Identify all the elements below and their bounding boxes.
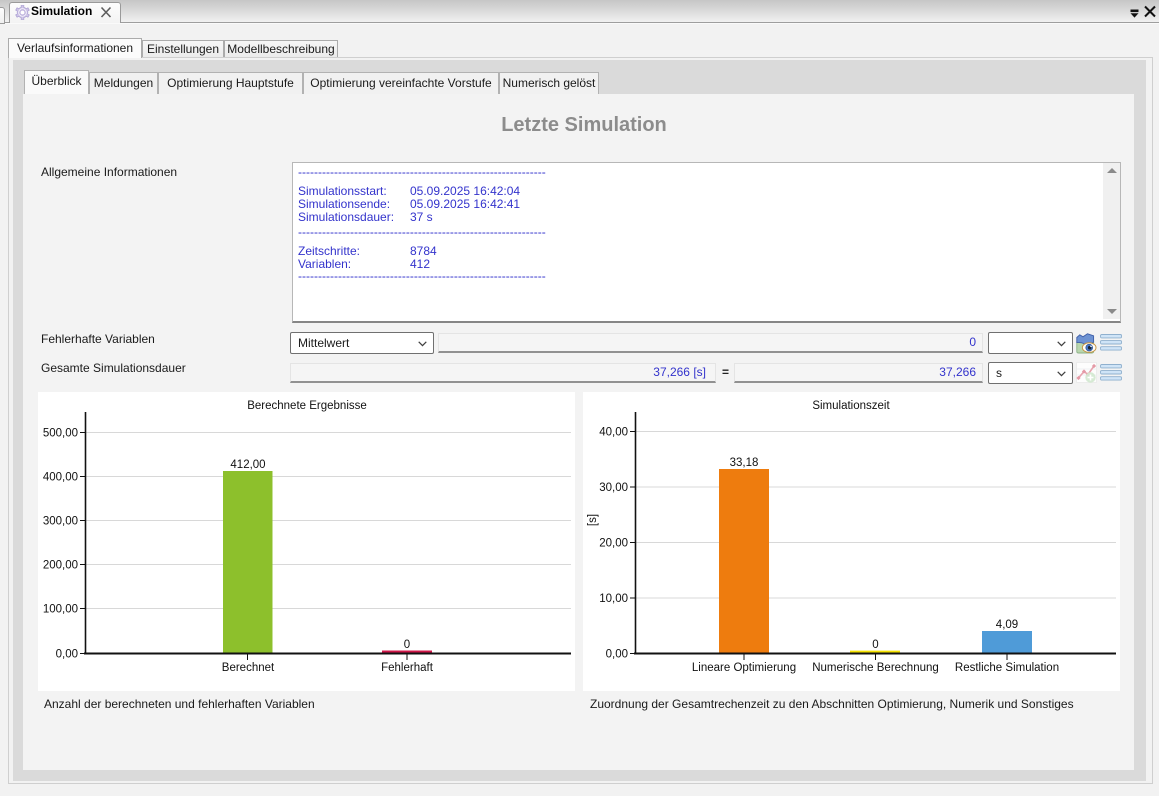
svg-text:400,00: 400,00 <box>43 472 78 484</box>
svg-text:40,00: 40,00 <box>599 427 628 439</box>
svg-text:0,00: 0,00 <box>606 649 628 661</box>
svg-text:Lineare Optimierung: Lineare Optimierung <box>692 662 796 674</box>
svg-text:Simulationszeit: Simulationszeit <box>812 400 890 412</box>
svg-text:4,09: 4,09 <box>996 619 1018 631</box>
svg-text:20,00: 20,00 <box>599 538 628 550</box>
svg-text:0: 0 <box>872 639 878 651</box>
svg-text:100,00: 100,00 <box>43 604 78 616</box>
svg-text:Numerische Berechnung: Numerische Berechnung <box>812 662 939 674</box>
svg-text:0: 0 <box>404 639 410 651</box>
svg-text:500,00: 500,00 <box>43 428 78 440</box>
svg-text:33,18: 33,18 <box>730 457 759 469</box>
svg-text:Berechnete Ergebnisse: Berechnete Ergebnisse <box>247 400 367 412</box>
svg-text:Berechnet: Berechnet <box>222 662 275 674</box>
svg-text:Fehlerhaft: Fehlerhaft <box>381 662 434 674</box>
svg-text:412,00: 412,00 <box>230 459 265 471</box>
svg-text:200,00: 200,00 <box>43 560 78 572</box>
svg-text:10,00: 10,00 <box>599 593 628 605</box>
svg-text:30,00: 30,00 <box>599 482 628 494</box>
svg-text:[s]: [s] <box>587 514 599 526</box>
svg-text:0,00: 0,00 <box>56 649 78 661</box>
svg-text:Restliche Simulation: Restliche Simulation <box>955 662 1059 674</box>
svg-text:300,00: 300,00 <box>43 516 78 528</box>
